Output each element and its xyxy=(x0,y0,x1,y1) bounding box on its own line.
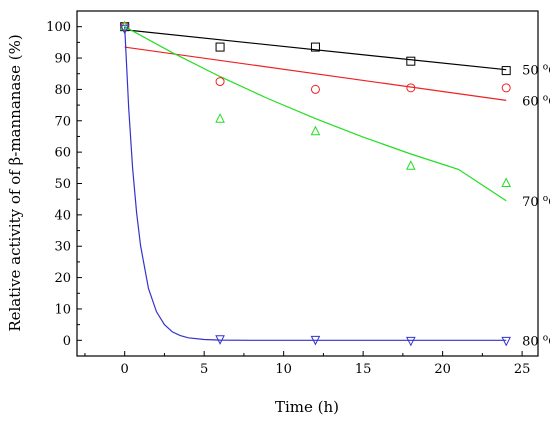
data-point xyxy=(310,84,320,94)
unit-label: C xyxy=(548,94,550,109)
y-tick-label: 50 xyxy=(54,177,71,192)
y-axis-title: Relative activity of of β-mannanase (%) xyxy=(6,34,24,331)
fit-curve xyxy=(124,46,507,101)
y-tick-label: 80 xyxy=(54,83,71,98)
degree-symbol: o xyxy=(543,194,548,204)
data-point xyxy=(119,24,130,35)
fit-curve xyxy=(124,29,507,71)
y-tick-label: 10 xyxy=(54,302,71,317)
y-tick-label: 20 xyxy=(54,271,71,286)
plot-frame xyxy=(76,10,539,357)
series-label: 80 oC xyxy=(522,333,550,349)
axis-ticks: 0 5 10 15 20 25 0 10 20 30 40 50 60 70 80 90 100 xyxy=(46,20,530,377)
series-label-value: 80 xyxy=(522,334,543,349)
y-tick-label: 90 xyxy=(54,52,71,67)
x-tick-label: 15 xyxy=(355,362,372,377)
data-point xyxy=(501,66,511,76)
data-point xyxy=(501,177,512,187)
data-markers xyxy=(119,20,512,347)
data-point xyxy=(215,42,225,52)
data-point xyxy=(215,335,225,345)
x-tick-label: 0 xyxy=(121,362,129,377)
fit-curve xyxy=(124,26,507,202)
x-tick-label: 10 xyxy=(275,362,292,377)
fit-curves xyxy=(124,26,507,341)
series-label-value: 60 xyxy=(522,94,543,109)
data-point xyxy=(310,335,321,346)
series-label: 70 oC xyxy=(522,194,550,210)
y-tick-label: 30 xyxy=(54,240,71,255)
degree-symbol: o xyxy=(543,63,548,73)
unit-label: C xyxy=(548,64,550,79)
series-labels: 50 oC60 oC70 oC80 oC xyxy=(522,63,550,350)
data-point xyxy=(310,125,321,136)
x-tick-label: 20 xyxy=(434,362,451,377)
degree-symbol: o xyxy=(543,93,548,103)
data-point xyxy=(406,160,416,170)
x-tick-label: 25 xyxy=(514,362,531,377)
y-tick-label: 70 xyxy=(54,114,71,129)
data-point xyxy=(406,56,416,66)
unit-label: C xyxy=(548,334,550,349)
fit-curve xyxy=(124,26,507,341)
y-tick-label: 100 xyxy=(46,20,71,35)
data-point xyxy=(310,42,320,52)
data-point xyxy=(215,113,225,123)
unit-label: C xyxy=(548,195,550,210)
data-point xyxy=(406,336,416,347)
degree-symbol: o xyxy=(543,333,548,343)
series-label-value: 50 xyxy=(522,64,543,79)
series-label-value: 70 xyxy=(522,195,543,210)
data-point xyxy=(501,336,512,347)
y-tick-label: 40 xyxy=(54,208,71,223)
data-point xyxy=(406,83,416,93)
y-tick-label: 60 xyxy=(54,146,71,161)
data-point xyxy=(501,83,511,93)
series-label: 50 oC xyxy=(522,63,550,79)
x-axis-title: Time (h) xyxy=(275,398,339,416)
x-tick-label: 5 xyxy=(200,362,208,377)
series-label: 60 oC xyxy=(522,93,550,109)
y-tick-label: 0 xyxy=(63,334,71,349)
data-point xyxy=(215,77,225,87)
